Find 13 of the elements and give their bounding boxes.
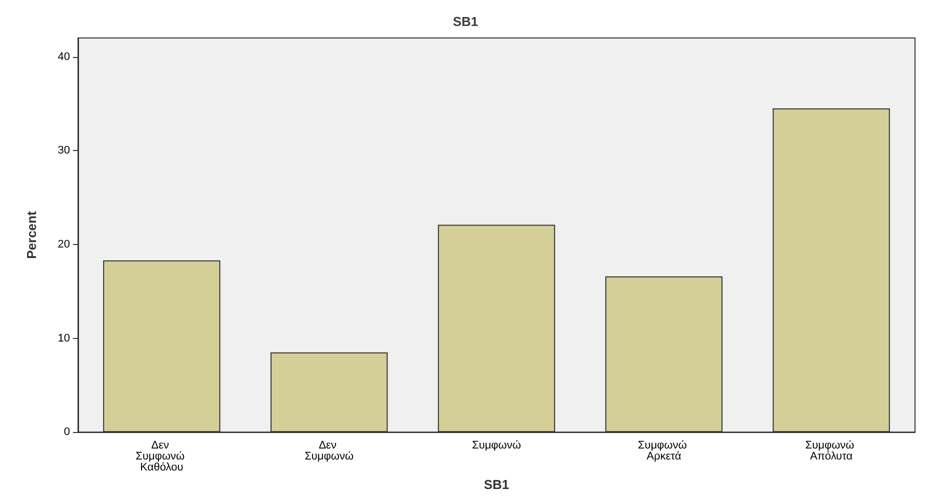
x-tick-label: Δεν Συμφωνώ — [304, 440, 354, 463]
chart-title: SB1 — [452, 14, 478, 29]
y-tick-label: 30 — [58, 144, 70, 157]
x-tick-label: Συμφωνώ Απόλυτα — [805, 440, 858, 463]
y-tick-label: 0 — [64, 426, 70, 438]
x-axis-title: SB1 — [484, 477, 510, 492]
x-tick-label: Συμφωνώ — [472, 440, 522, 452]
x-tick-label: Συμφωνώ Αρκετά — [638, 440, 690, 463]
y-tick-label: 40 — [58, 50, 70, 63]
x-tick-label: Δεν Συμφωνώ Καθόλου — [136, 440, 188, 474]
y-tick-label: 20 — [58, 238, 70, 250]
y-tick-label: 10 — [58, 332, 70, 344]
y-axis-title: Percent — [24, 210, 39, 259]
